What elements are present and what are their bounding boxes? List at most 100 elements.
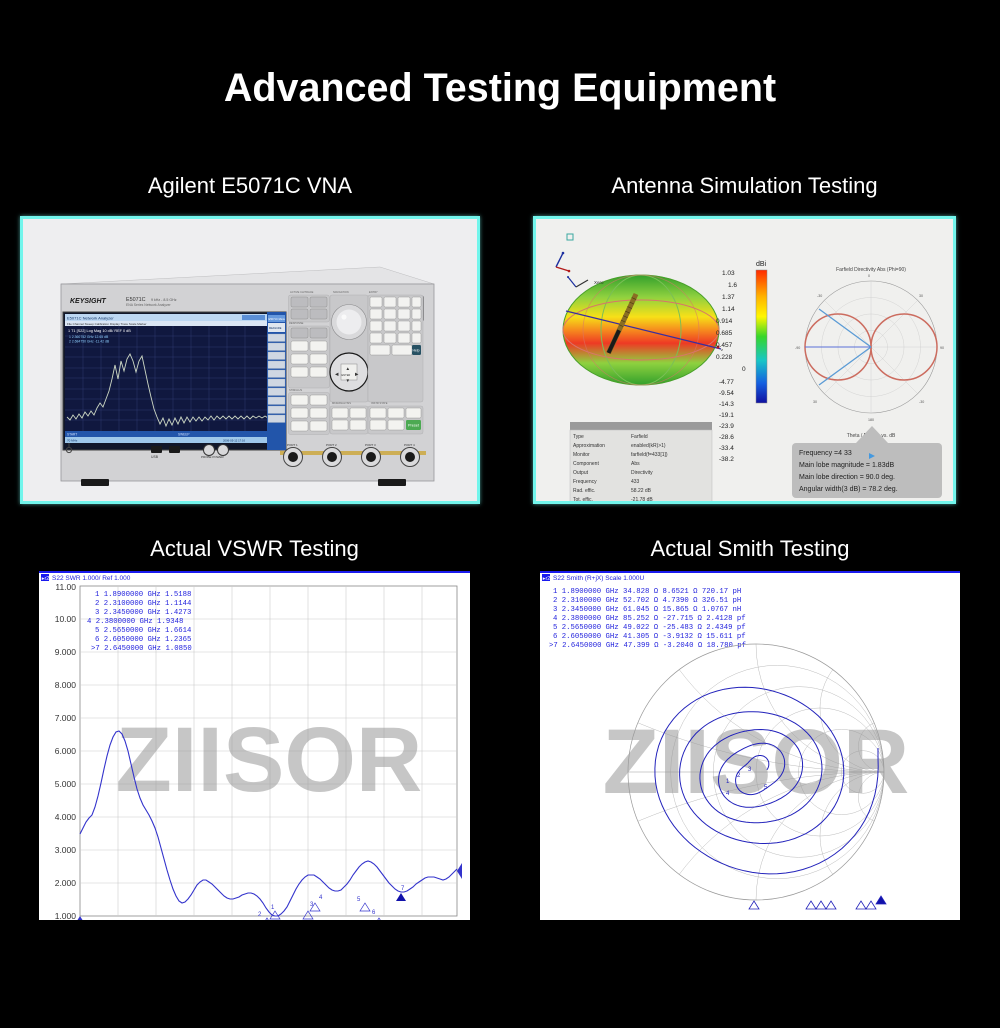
- svg-text:◀: ◀: [335, 372, 339, 377]
- svg-text:0.228: 0.228: [716, 354, 733, 361]
- svg-text:Directivity: Directivity: [631, 470, 653, 476]
- svg-text:▲: ▲: [346, 366, 351, 371]
- svg-text:▸r2: ▸r2: [42, 576, 50, 582]
- svg-text:File Channel Sweep Calibration: File Channel Sweep Calibration Display T…: [67, 322, 147, 326]
- svg-text:2006-05-12 17:16: 2006-05-12 17:16: [223, 439, 246, 443]
- svg-text:0.685: 0.685: [716, 330, 733, 337]
- svg-text:4.000: 4.000: [55, 812, 77, 822]
- svg-text:Help: Help: [413, 349, 420, 353]
- svg-text:PROBE POWER: PROBE POWER: [201, 455, 225, 459]
- svg-text:58.22 dB: 58.22 dB: [631, 488, 652, 494]
- svg-text:NAVIGATION: NAVIGATION: [333, 290, 349, 294]
- svg-text:-38.2: -38.2: [719, 456, 734, 463]
- svg-text:9 kHz - 8.5 GHz: 9 kHz - 8.5 GHz: [151, 298, 177, 302]
- svg-text:1.000: 1.000: [55, 911, 77, 920]
- svg-text:1 1.8900000 GHz 1.5188: 1 1.8900000 GHz 1.5188: [95, 591, 191, 599]
- svg-text:Rad. effic.: Rad. effic.: [573, 488, 595, 494]
- svg-text:90: 90: [940, 346, 944, 350]
- svg-text:6 2.6050000 GHz 1.2365: 6 2.6050000 GHz 1.2365: [95, 636, 191, 644]
- svg-text:▼: ▼: [346, 378, 351, 383]
- svg-text:Tot. effic.: Tot. effic.: [573, 497, 593, 503]
- svg-text:1.03: 1.03: [722, 270, 735, 277]
- svg-text:enabled(kR)>1): enabled(kR)>1): [631, 443, 666, 449]
- svg-text:-33.4: -33.4: [719, 445, 734, 452]
- svg-text:Xero: Xero: [594, 280, 604, 285]
- svg-text:5.000: 5.000: [55, 779, 77, 789]
- svg-text:-28.6: -28.6: [719, 434, 734, 441]
- svg-text:4 2.3800000 GHz 85.252 Ω: 4 2.3800000 GHz 85.252 Ω -27.715 Ω 2.412…: [553, 615, 746, 623]
- svg-text:0: 0: [868, 274, 870, 278]
- svg-text:1 1.8900000 GHz 34.828 Ω: 1 1.8900000 GHz 34.828 Ω 8.6521 Ω 720.17…: [553, 588, 741, 596]
- svg-text:-19.1: -19.1: [719, 412, 734, 419]
- svg-text:MEASURE: MEASURE: [269, 327, 282, 330]
- svg-text:11.00: 11.00: [55, 582, 76, 592]
- svg-text:6.000: 6.000: [55, 746, 77, 756]
- svg-text:1.37: 1.37: [722, 294, 735, 301]
- svg-text:ENTRY: ENTRY: [369, 290, 378, 294]
- svg-text:4 2.3800000 GHz 1.9348: 4 2.3800000 GHz 1.9348: [87, 618, 183, 626]
- svg-text:2 2.3100000 GHz 52.702 Ω: 2 2.3100000 GHz 52.702 Ω 4.7390 Ω 326.51…: [553, 597, 741, 605]
- svg-text:Output: Output: [573, 470, 589, 476]
- svg-text:ENTER: ENTER: [342, 373, 351, 377]
- svg-text:5 2.5650000 GHz 1.6614: 5 2.5650000 GHz 1.6614: [95, 627, 192, 635]
- svg-text:KEYSIGHT: KEYSIGHT: [70, 298, 107, 305]
- svg-text:3.000: 3.000: [55, 845, 77, 855]
- svg-text:Preset: Preset: [408, 424, 420, 428]
- svg-text:PORT 3: PORT 3: [365, 443, 376, 447]
- svg-text:MKR/ANALYSIS: MKR/ANALYSIS: [332, 401, 351, 405]
- svg-text:433: 433: [631, 479, 640, 485]
- svg-text:0.914: 0.914: [716, 318, 733, 325]
- svg-text:E5071C Network Analyzer: E5071C Network Analyzer: [67, 316, 114, 321]
- svg-text:-90: -90: [795, 346, 800, 350]
- svg-text:STIMULUS: STIMULUS: [289, 388, 302, 392]
- svg-text:-21.78 dB: -21.78 dB: [631, 497, 653, 503]
- svg-text:70 MHz: 70 MHz: [67, 439, 78, 443]
- svg-text:-30: -30: [919, 400, 924, 404]
- svg-text:▶: ▶: [355, 372, 359, 377]
- svg-text:1.14: 1.14: [722, 306, 735, 313]
- svg-text:Component: Component: [573, 461, 599, 467]
- svg-text:30: 30: [813, 400, 817, 404]
- svg-text:USB: USB: [151, 455, 159, 459]
- svg-text:2 2.3100000 GHz 1.1144: 2 2.3100000 GHz 1.1144: [95, 600, 192, 608]
- svg-text:-23.9: -23.9: [719, 423, 734, 430]
- svg-text:Main lobe magnitude = 1.83dB: Main lobe magnitude = 1.83dB: [799, 462, 894, 469]
- svg-text:180: 180: [868, 418, 874, 422]
- svg-text:1 T1 [S22] Log Mag 10 dB/ REF: 1 T1 [S22] Log Mag 10 dB/ REF 0 dB: [68, 329, 131, 333]
- svg-text:SWEEP: SWEEP: [178, 433, 190, 437]
- svg-text:INSTR STATE: INSTR STATE: [371, 401, 388, 405]
- svg-text:Abs: Abs: [631, 461, 640, 467]
- svg-text:ZIISOR: ZIISOR: [603, 711, 910, 813]
- svg-text:2 2.684750 GHz -11.42 dB: 2 2.684750 GHz -11.42 dB: [69, 340, 110, 344]
- svg-text:ZIISOR: ZIISOR: [116, 709, 423, 811]
- svg-text:E5071C Menu: E5071C Menu: [269, 317, 286, 321]
- svg-text:Farfield: Farfield: [631, 434, 648, 440]
- svg-text:S22 Smith (R+jX) Scale 1.000U: S22 Smith (R+jX) Scale 1.000U: [553, 575, 645, 582]
- svg-text:2.000: 2.000: [55, 878, 77, 888]
- svg-text:dBi: dBi: [756, 261, 767, 268]
- svg-text:farfield(f=433[1]): farfield(f=433[1]): [631, 452, 668, 458]
- svg-text:>7 2.6450000 GHz 47.399 Ω: >7 2.6450000 GHz 47.399 Ω -3.2040 Ω 18.7…: [549, 642, 746, 650]
- svg-text:Angular width(3 dB) = 78.2 de: Angular width(3 dB) = 78.2 deg.: [799, 486, 898, 493]
- svg-text:0: 0: [742, 366, 746, 373]
- svg-text:▸r2: ▸r2: [543, 576, 551, 582]
- svg-text:Type: Type: [573, 434, 584, 440]
- svg-text:1 2.360752 GHz 12.65 dB: 1 2.360752 GHz 12.65 dB: [69, 335, 109, 339]
- svg-text:9.000: 9.000: [55, 647, 77, 657]
- svg-text:-4.77: -4.77: [719, 379, 734, 386]
- svg-text:Farfield Directivity Abs (Phi=: Farfield Directivity Abs (Phi=90): [836, 267, 906, 273]
- svg-text:-14.3: -14.3: [719, 401, 734, 408]
- svg-text:7.000: 7.000: [55, 713, 77, 723]
- svg-text:PORT 1: PORT 1: [287, 443, 298, 447]
- svg-text:30: 30: [919, 294, 923, 298]
- svg-text:ENA Series Network Analyzer: ENA Series Network Analyzer: [126, 303, 172, 307]
- svg-text:PORT 4: PORT 4: [404, 443, 415, 447]
- svg-text:3 2.3450000 GHz 61.045 Ω: 3 2.3450000 GHz 61.045 Ω 15.865 Ω 1.0767…: [553, 606, 741, 614]
- svg-text:0.457: 0.457: [716, 342, 733, 349]
- svg-text:START: START: [67, 433, 77, 437]
- svg-text:3 2.3450000 GHz 1.4273: 3 2.3450000 GHz 1.4273: [95, 609, 191, 617]
- svg-text:-30: -30: [817, 294, 822, 298]
- svg-text:-9.54: -9.54: [719, 390, 734, 397]
- svg-text:5 2.5650000 GHz 49.022 Ω: 5 2.5650000 GHz 49.022 Ω -25.483 Ω 2.434…: [553, 624, 746, 632]
- svg-text:Monitor: Monitor: [573, 452, 590, 458]
